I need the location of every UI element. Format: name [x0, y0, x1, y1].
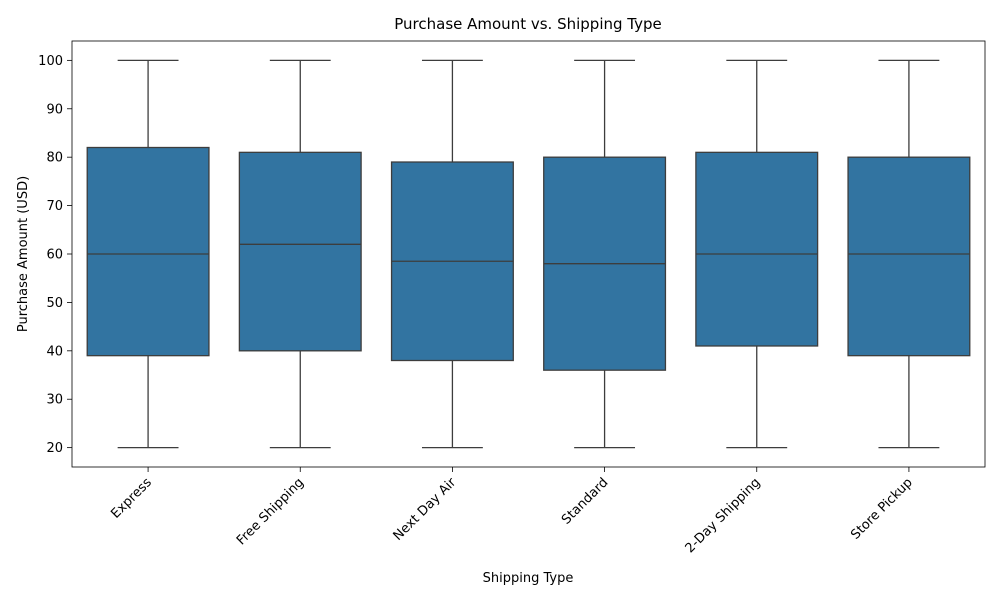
- y-axis-label: Purchase Amount (USD): [16, 176, 31, 332]
- box-free-shipping: [238, 59, 362, 449]
- box-store-pickup: [847, 59, 971, 449]
- y-tick-label: 100: [38, 54, 63, 69]
- y-tick-label: 80: [46, 151, 63, 166]
- box-express: [86, 59, 210, 449]
- boxes-layer: [86, 59, 971, 449]
- x-axis-label: Shipping Type: [483, 571, 574, 586]
- y-tick-label: 50: [46, 296, 63, 311]
- x-tick-label: Store Pickup: [848, 475, 915, 542]
- box-iqr: [695, 151, 819, 347]
- y-tick-label: 60: [46, 248, 63, 263]
- y-tick-label: 40: [46, 344, 63, 359]
- y-tick-label: 90: [46, 102, 63, 117]
- x-tick-label: Express: [108, 475, 155, 522]
- chart-title: Purchase Amount vs. Shipping Type: [394, 15, 661, 33]
- box-standard: [543, 59, 667, 449]
- box-iqr: [847, 156, 971, 357]
- y-axis: 20 30 40 50 60 70 80 90 100: [38, 54, 72, 456]
- x-tick-label: Next Day Air: [391, 475, 460, 544]
- x-tick-label: 2-Day Shipping: [683, 475, 764, 556]
- x-tick-label: Standard: [559, 475, 611, 527]
- y-tick-label: 20: [46, 441, 63, 456]
- y-tick-label: 30: [46, 393, 63, 408]
- y-tick-label: 70: [46, 199, 63, 214]
- x-tick-label: Free Shipping: [234, 475, 307, 548]
- box-2-day-shipping: [695, 59, 819, 449]
- box-iqr: [238, 151, 362, 352]
- x-axis: Express Free Shipping Next Day Air Standard…: [108, 467, 916, 556]
- box-iqr: [86, 146, 210, 357]
- box-next-day-air: [390, 59, 514, 449]
